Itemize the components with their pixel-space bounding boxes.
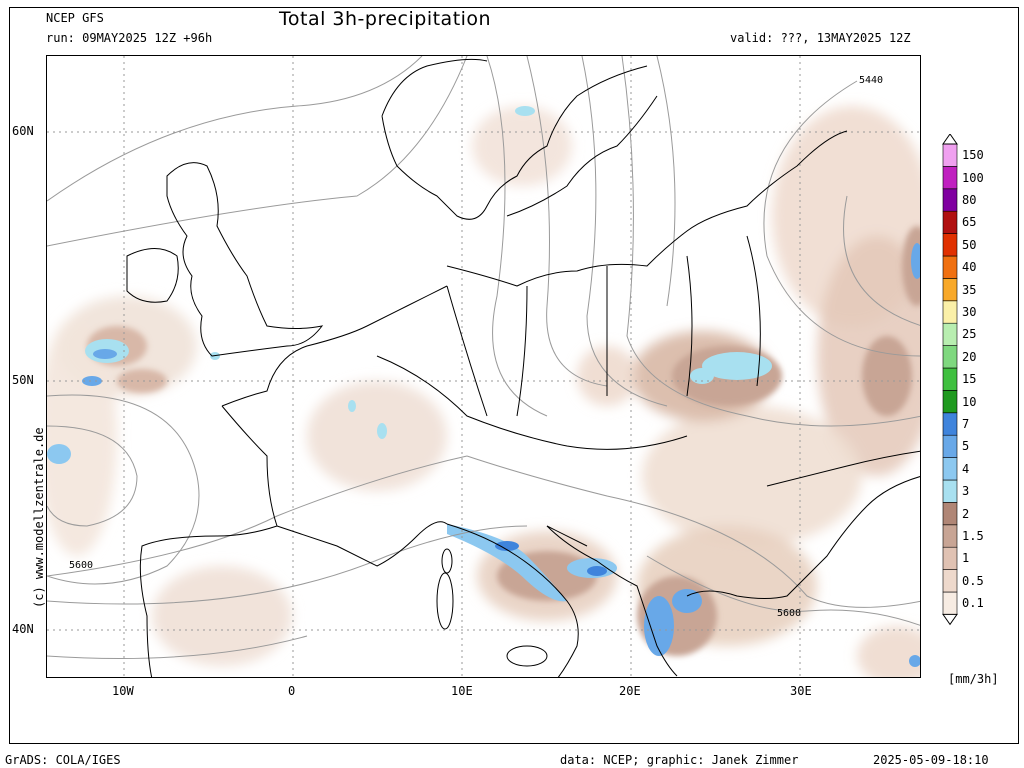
footer-credit: data: NCEP; graphic: Janek Zimmer: [560, 753, 799, 767]
colorbar-box: [942, 390, 958, 414]
colorbar-label: 10: [962, 394, 977, 409]
colorbar-box: [942, 143, 958, 167]
colorbar-box: [942, 524, 958, 548]
colorbar-label: 1: [962, 551, 970, 566]
model-label: NCEP GFS: [46, 11, 104, 25]
lat-label-50n: 50N: [12, 373, 34, 387]
colorbar-box: [942, 434, 958, 458]
colorbar-label: 25: [962, 327, 977, 342]
colorbar-box: [942, 569, 958, 593]
colorbar-label: 40: [962, 260, 977, 275]
map-canvas: 5440 5600 5600: [47, 56, 920, 677]
colorbar-label: 30: [962, 305, 977, 319]
footer-timestamp: 2025-05-09-18:10: [873, 753, 989, 767]
colorbar-box: [942, 367, 958, 391]
colorbar-label: 0.1: [962, 596, 984, 611]
lon-label-0: 0: [288, 684, 296, 698]
colorbar-label: 80: [962, 193, 977, 207]
colorbar-label: 5: [962, 439, 970, 454]
colorbar-label: 15: [962, 372, 977, 387]
colorbar-box: [942, 345, 958, 369]
footer-software: GrADS: COLA/IGES: [5, 753, 121, 767]
lon-label-10e: 10E: [451, 684, 473, 698]
colorbar-box: [942, 591, 958, 615]
contour-label-5440: 5440: [859, 75, 883, 86]
coastlines-borders: [126, 58, 920, 677]
colorbar-label: 50: [962, 237, 977, 252]
colorbar-label: 100: [962, 170, 984, 185]
colorbar-box: [942, 210, 958, 234]
lon-label-10w: 10W: [112, 684, 134, 698]
lat-label-60n: 60N: [12, 124, 34, 138]
colorbar-box: [942, 233, 958, 257]
colorbar-label: 20: [962, 349, 977, 364]
contour-label-5600-west: 5600: [69, 560, 93, 571]
colorbar-label: 7: [962, 417, 970, 431]
colorbar-box: [942, 188, 958, 212]
precipitation-colorbar: [942, 134, 958, 626]
colorbar-box: [942, 502, 958, 526]
colorbar-label: 65: [962, 215, 977, 230]
colorbar-label: 2: [962, 506, 970, 521]
light-precip-areas: [47, 106, 920, 677]
lon-label-30e: 30E: [790, 684, 812, 698]
chart-title: Total 3h-precipitation: [279, 8, 492, 30]
colorbar-box: [942, 255, 958, 279]
colorbar-box: [942, 322, 958, 346]
colorbar-label: 35: [962, 282, 977, 297]
colorbar-box: [942, 300, 958, 324]
valid-label: valid: ???, 13MAY2025 12Z: [730, 31, 911, 45]
colorbar-box: [942, 412, 958, 436]
plot-frame: [9, 7, 1019, 744]
colorbar-label: 4: [962, 461, 970, 476]
colorbar-box: [942, 166, 958, 190]
colorbar-box: [942, 457, 958, 481]
contour-label-5600-east: 5600: [777, 608, 801, 619]
colorbar-label: 3: [962, 484, 970, 499]
run-label: run: 09MAY2025 12Z +96h: [46, 31, 213, 45]
heavy-precip-areas: [47, 106, 920, 667]
colorbar-label: 0.5: [962, 573, 984, 588]
copyright-credit: (c) www.modellzentrale.de: [32, 427, 46, 608]
colorbar-label: 1.5: [962, 529, 984, 543]
colorbar-bottom-arrow: [942, 613, 958, 626]
colorbar-label: 150: [962, 148, 984, 163]
colorbar-box: [942, 546, 958, 570]
colorbar-box: [942, 278, 958, 302]
geopotential-contours: [47, 56, 920, 659]
graticule: [47, 56, 920, 677]
precipitation-map: 5440 5600 5600: [46, 55, 921, 678]
colorbar-box: [942, 479, 958, 503]
lat-label-40n: 40N: [12, 622, 34, 636]
colorbar-top-arrow: [942, 134, 958, 145]
lon-label-20e: 20E: [619, 684, 641, 698]
unit-label: [mm/3h]: [948, 672, 999, 686]
